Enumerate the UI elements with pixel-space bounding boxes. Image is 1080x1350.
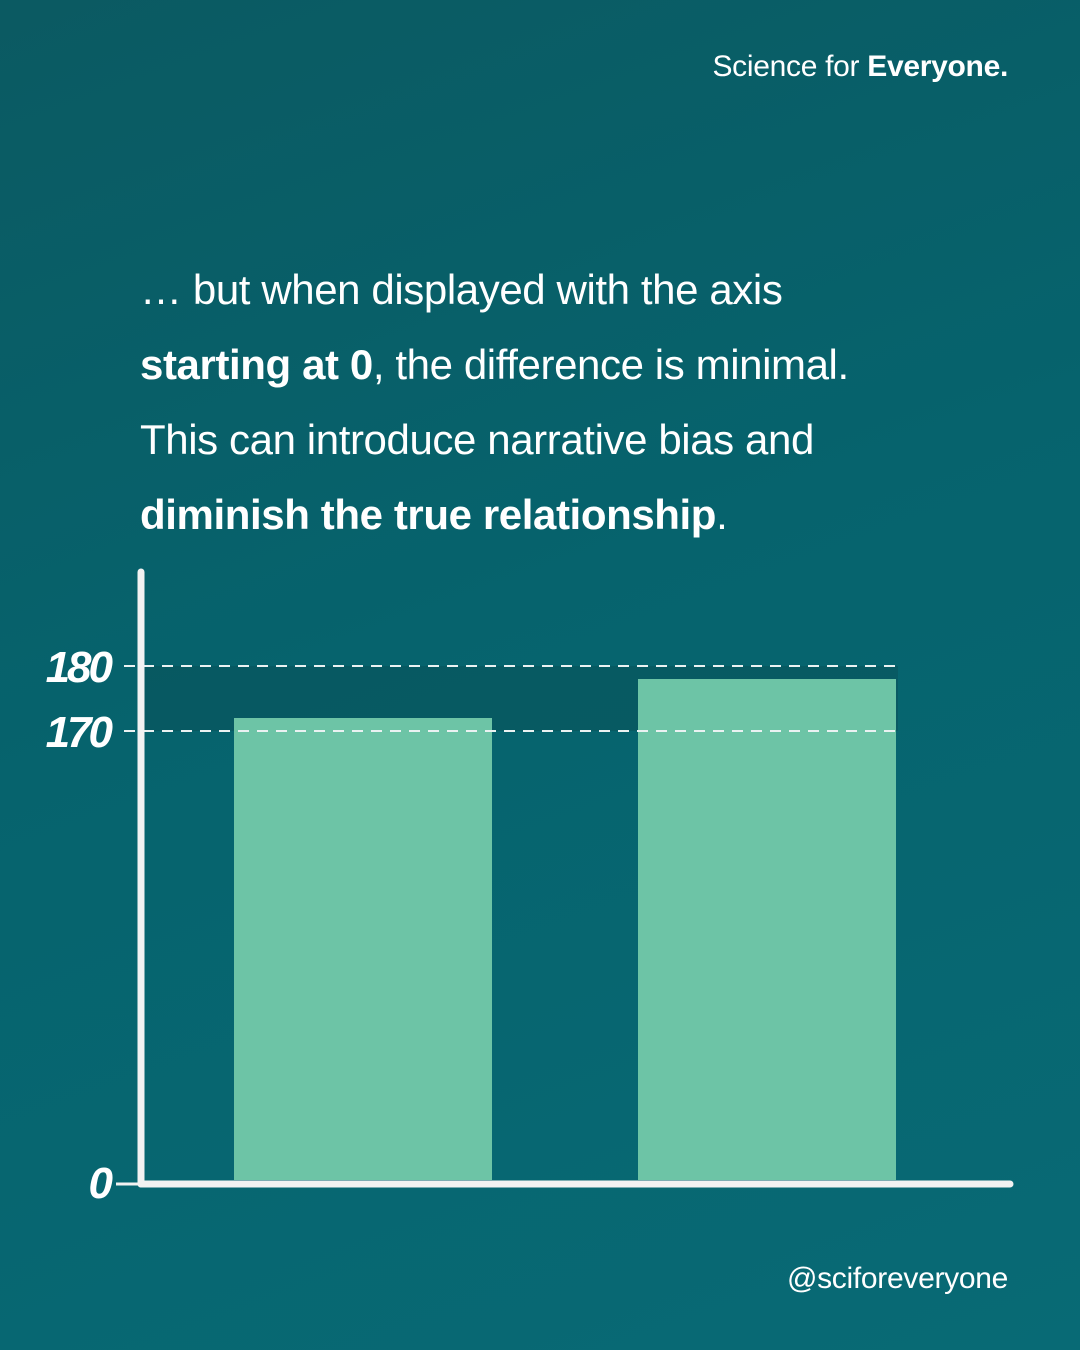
y-tick-label-170: 170 (46, 708, 114, 757)
headline-line-4: diminish the true relationship. (140, 477, 1020, 552)
headline-line-4-rest: . (716, 491, 728, 538)
headline-line-2-bold: starting at 0 (140, 341, 373, 388)
social-handle: @sciforeveryone (786, 1262, 1008, 1295)
brand-wordmark: Science for Everyone. (712, 50, 1008, 84)
headline-line-2-rest: , the difference is minimal. (372, 341, 849, 388)
headline-line-4-bold: diminish the true relationship (140, 491, 717, 538)
y-tick-label-180: 180 (46, 643, 114, 692)
headline-line-3: This can introduce narrative bias and (140, 416, 814, 463)
headline-line-1: … but when displayed with the axis (140, 266, 783, 313)
bar-1 (234, 718, 492, 1180)
brand-bold: Everyone. (867, 50, 1008, 83)
brand-prefix: Science for (712, 50, 868, 83)
headline-text: … but when displayed with the axis start… (140, 252, 1020, 552)
y-tick-label-0: 0 (89, 1159, 114, 1208)
bar-2 (638, 679, 896, 1180)
headline-line-2: starting at 0, the difference is minimal… (140, 327, 1020, 402)
